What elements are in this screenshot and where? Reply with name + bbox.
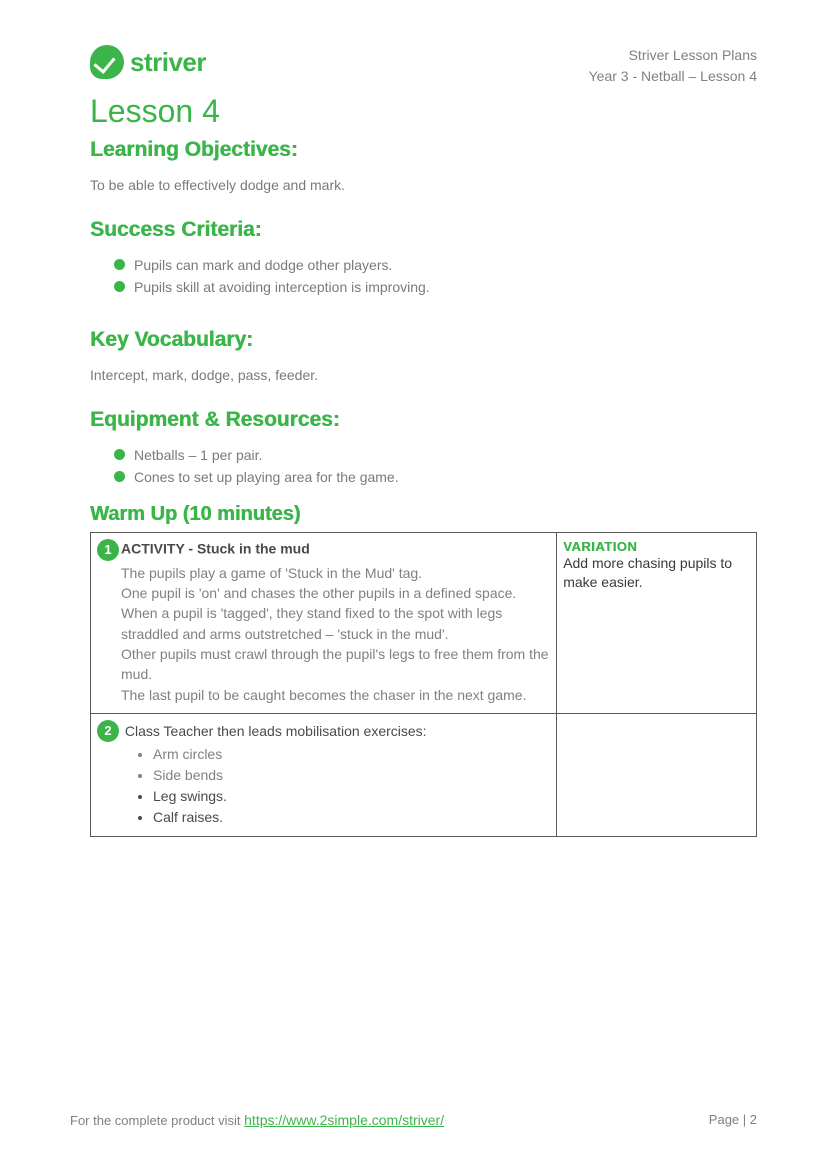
- list-item: Cones to set up playing area for the gam…: [114, 466, 757, 488]
- objectives-text: To be able to effectively dodge and mark…: [90, 176, 757, 196]
- page-header: striver Striver Lesson Plans Year 3 - Ne…: [90, 45, 757, 87]
- footer-left: For the complete product visit https://w…: [70, 1112, 444, 1128]
- activity-line: When a pupil is 'tagged', they stand fix…: [121, 603, 550, 644]
- meta-line-2: Year 3 - Netball – Lesson 4: [589, 66, 757, 87]
- brand-logo: striver: [90, 45, 206, 79]
- header-meta: Striver Lesson Plans Year 3 - Netball – …: [589, 45, 757, 87]
- table-row: 1ACTIVITY - Stuck in the mud The pupils …: [91, 532, 757, 713]
- activity-2-title: Class Teacher then leads mobilisation ex…: [125, 723, 427, 739]
- equipment-list: Netballs – 1 per pair. Cones to set up p…: [114, 444, 757, 489]
- activity-number-badge: 1: [97, 539, 119, 561]
- list-item: Netballs – 1 per pair.: [114, 444, 757, 466]
- vocab-heading: Key Vocabulary:: [90, 328, 757, 352]
- success-list: Pupils can mark and dodge other players.…: [114, 254, 757, 299]
- warmup-table: 1ACTIVITY - Stuck in the mud The pupils …: [90, 532, 757, 837]
- activity-line: The pupils play a game of 'Stuck in the …: [121, 563, 550, 583]
- variation-text: Add more chasing pupils to make easier.: [563, 554, 750, 593]
- logo-icon: [90, 45, 124, 79]
- variation-label: VARIATION: [563, 539, 750, 554]
- activity-2-cell: 2 Class Teacher then leads mobilisation …: [91, 713, 557, 836]
- lesson-title: Lesson 4: [90, 93, 757, 130]
- list-item: Arm circles: [153, 744, 550, 765]
- warmup-heading: Warm Up (10 minutes): [90, 503, 757, 526]
- objectives-heading: Learning Objectives:: [90, 138, 757, 162]
- list-item: Pupils can mark and dodge other players.: [114, 254, 757, 276]
- list-item: Side bends: [153, 765, 550, 786]
- list-item: Leg swings.: [153, 786, 550, 807]
- activity-1-cell: 1ACTIVITY - Stuck in the mud The pupils …: [91, 532, 557, 713]
- success-heading: Success Criteria:: [90, 218, 757, 242]
- list-item: Pupils skill at avoiding interception is…: [114, 276, 757, 298]
- vocab-text: Intercept, mark, dodge, pass, feeder.: [90, 366, 757, 386]
- activity-1-title: ACTIVITY - Stuck in the mud: [121, 540, 310, 556]
- activity-line: The last pupil to be caught becomes the …: [121, 685, 550, 705]
- page-footer: For the complete product visit https://w…: [70, 1112, 757, 1128]
- table-row: 2 Class Teacher then leads mobilisation …: [91, 713, 757, 836]
- equipment-heading: Equipment & Resources:: [90, 408, 757, 432]
- page-number: Page | 2: [709, 1112, 757, 1128]
- list-item: Calf raises.: [153, 807, 550, 828]
- variation-cell: VARIATION Add more chasing pupils to mak…: [557, 532, 757, 713]
- activity-1-body: The pupils play a game of 'Stuck in the …: [121, 563, 550, 705]
- footer-link[interactable]: https://www.2simple.com/striver/: [244, 1112, 444, 1128]
- footer-prefix: For the complete product visit: [70, 1113, 244, 1128]
- mobilisation-list: Arm circles Side bends Leg swings. Calf …: [153, 744, 550, 828]
- activity-number-badge: 2: [97, 720, 119, 742]
- activity-line: Other pupils must crawl through the pupi…: [121, 644, 550, 685]
- brand-name: striver: [130, 47, 206, 78]
- empty-cell: [557, 713, 757, 836]
- meta-line-1: Striver Lesson Plans: [589, 45, 757, 66]
- activity-line: One pupil is 'on' and chases the other p…: [121, 583, 550, 603]
